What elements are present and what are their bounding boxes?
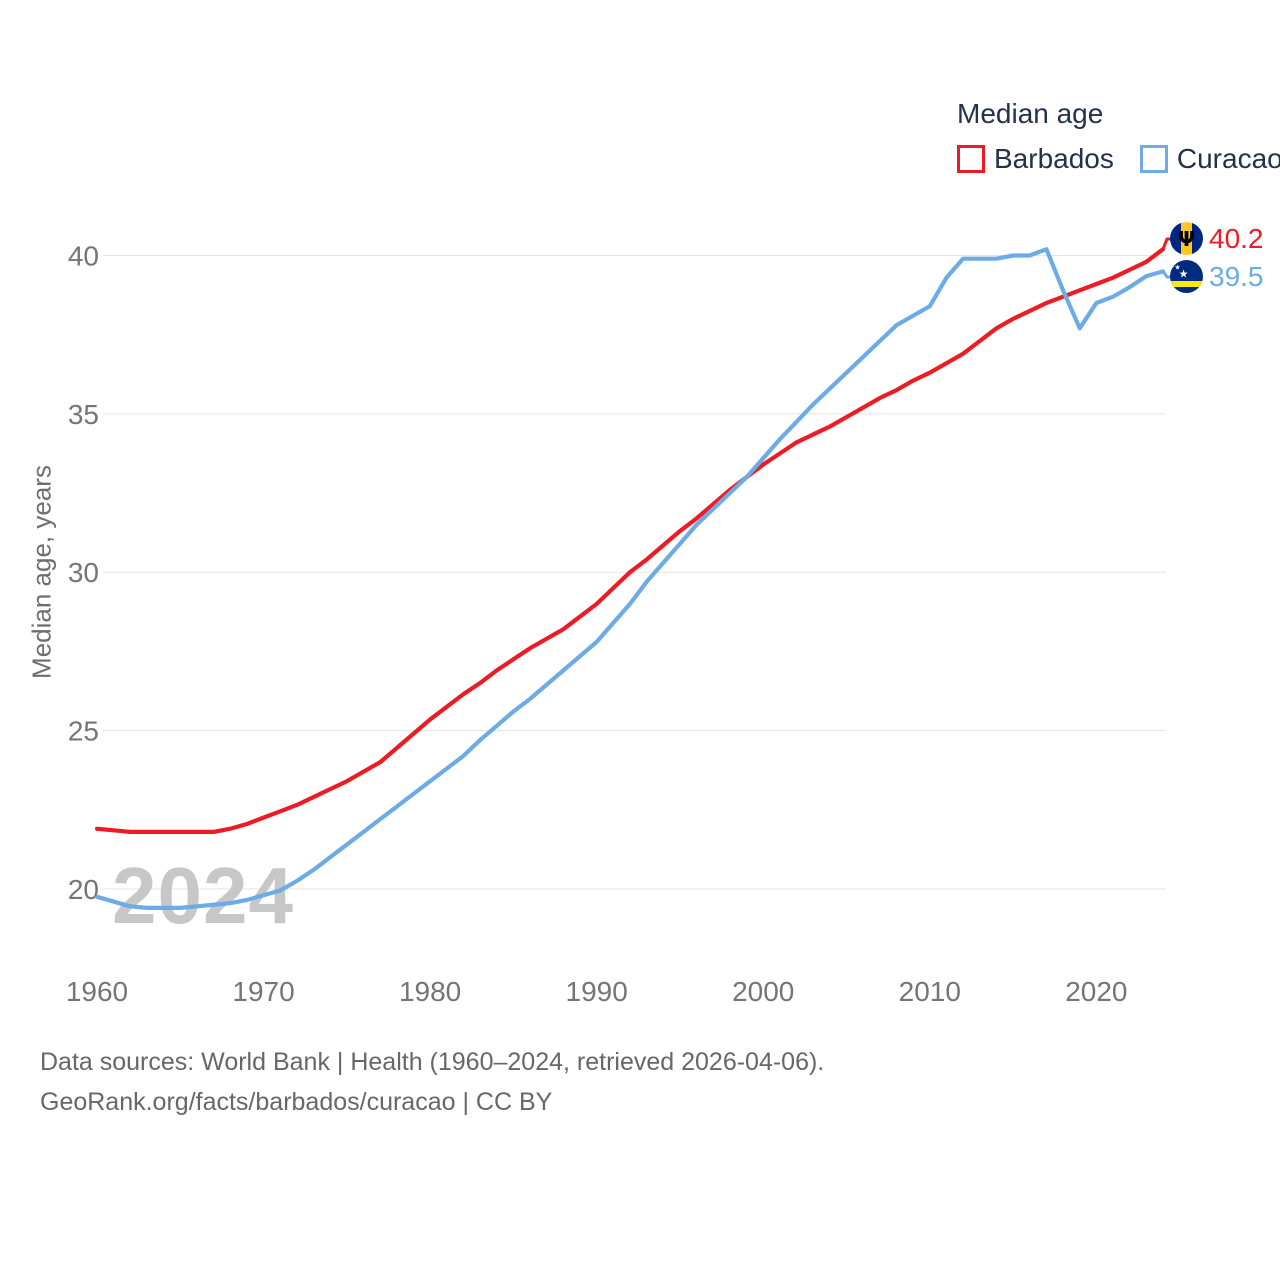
footer-attribution-line: GeoRank.org/facts/barbados/curacao | CC … bbox=[40, 1088, 553, 1116]
x-tick-label: 1970 bbox=[232, 976, 294, 1007]
end-label-barbados: Ψ 40.2 bbox=[1170, 222, 1264, 255]
end-label-curacao: ★ ★ 39.5 bbox=[1170, 260, 1264, 293]
y-axis-title: Median age, years bbox=[26, 465, 57, 679]
legend-item-barbados[interactable]: Barbados bbox=[957, 143, 1114, 175]
y-tick-label: 30 bbox=[68, 557, 99, 588]
svg-text:★: ★ bbox=[1179, 268, 1189, 281]
series-line-barbados bbox=[94, 247, 1166, 834]
svg-text:Ψ: Ψ bbox=[1178, 227, 1195, 251]
y-tick-label: 40 bbox=[68, 241, 99, 272]
curacao-swatch-icon bbox=[1139, 145, 1168, 173]
x-tick-label: 2010 bbox=[899, 976, 961, 1007]
leader-line bbox=[1161, 237, 1171, 250]
legend-title: Median age bbox=[957, 98, 1104, 129]
barbados-swatch-icon bbox=[957, 145, 985, 173]
end-label-value-curacao: 39.5 bbox=[1209, 261, 1264, 292]
legend-item-label: Barbados bbox=[994, 143, 1114, 174]
curacao-flag-icon: ★ ★ bbox=[1170, 260, 1203, 293]
x-tick-label: 1960 bbox=[66, 976, 128, 1007]
legend-items: Barbados Curacao bbox=[957, 143, 1280, 175]
legend: Median age Barbados Curacao bbox=[957, 98, 1280, 175]
end-label-value-barbados: 40.2 bbox=[1209, 223, 1264, 254]
y-tick-label: 35 bbox=[68, 399, 99, 430]
x-tick-label: 1980 bbox=[399, 976, 461, 1007]
footer-source-line: Data sources: World Bank | Health (1960–… bbox=[40, 1048, 825, 1076]
svg-text:★: ★ bbox=[1174, 264, 1180, 272]
x-tick-label: 2000 bbox=[732, 976, 794, 1007]
x-tick-label: 2020 bbox=[1065, 976, 1127, 1007]
y-tick-label: 20 bbox=[68, 874, 99, 905]
x-tick-label: 1990 bbox=[566, 976, 628, 1007]
barbados-flag-icon: Ψ bbox=[1170, 222, 1203, 255]
legend-item-curacao[interactable]: Curacao bbox=[1139, 143, 1280, 175]
series-line-curacao bbox=[94, 247, 1166, 911]
footer: Data sources: World Bank | Health (1960–… bbox=[40, 1042, 824, 1122]
legend-item-label: Curacao bbox=[1176, 143, 1280, 174]
y-tick-label: 25 bbox=[68, 716, 99, 747]
leader-line bbox=[1161, 270, 1171, 279]
